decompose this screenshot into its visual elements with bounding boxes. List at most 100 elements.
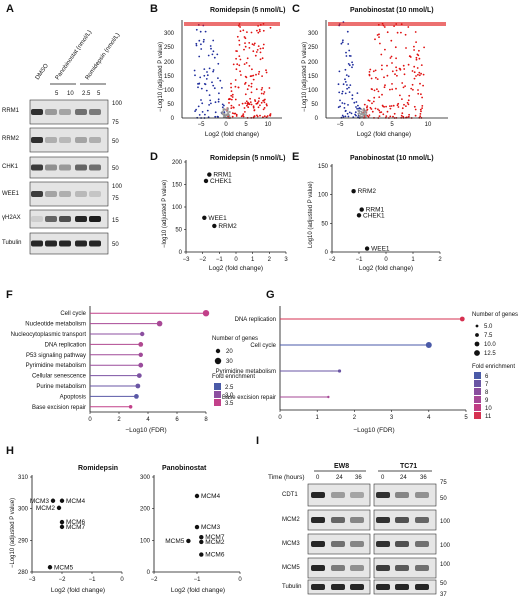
volB-ns-36 [226,114,229,117]
volC-pt-173 [386,110,389,113]
volB-pt-91 [254,99,256,101]
chart-g-legend-size-1: 5.0 [484,324,493,330]
chart-f-legend-size-dot-20 [215,348,221,354]
blot-a-row-gh2ax: γH2AX [2,215,21,221]
volB-pt-200 [242,29,245,32]
volB-ns-24 [223,112,226,115]
volC-pt-100 [348,64,351,67]
volB-pt-176 [256,29,258,32]
volB-pt-72 [239,70,242,73]
volC-pt-234 [414,114,417,117]
blot-i-band-2-3 [376,541,390,547]
volC-pt-126 [378,115,381,117]
chH2-xtick-2: 0 [238,577,242,583]
blot-a-band-0-1 [45,109,57,115]
volC-pt-131 [347,63,350,65]
volB-pt-76 [216,53,219,56]
panel-label-i: I [256,435,259,447]
volC-pt-191 [402,64,405,67]
chart-d-title: Romidepsin (5 nmol/L) [210,155,285,162]
panel-label-e: E [292,151,299,163]
volB-pt-61 [205,78,208,80]
volC-pt-121 [337,83,340,86]
volB-pt-197 [252,105,255,108]
chart-f-legend-color-3: 3.5 [225,401,234,407]
volB-pt-211 [223,111,226,113]
volcano-b-xlabel: Log2 (fold change) [205,131,259,138]
chD-point-label-chek1: CHEK1 [210,178,232,185]
blot-i-marker-37: 37 [440,592,447,598]
chH1-ytick-2: 300 [18,507,29,513]
volC-pt-80 [395,87,397,90]
blot-a-band-3-1 [45,191,57,197]
volcano-c-xlabel: Log2 (fold change) [357,131,411,138]
chE-point-label-rrm2: RRM2 [358,188,377,195]
volB-pt-162 [233,112,236,115]
blot-i-band-4-5 [415,584,429,590]
volC-pt-213 [355,101,358,103]
volB-pt-118 [231,96,234,98]
volB-pt-0 [265,103,268,106]
volC-pt-59 [337,106,340,109]
blot-a-marker-15: 15 [112,218,119,224]
volB-pt-245 [240,74,242,76]
chG-category-2: Pyrimidine metabolism [216,369,276,375]
volB-pt-193 [262,108,265,111]
chF-category-8: Apoptosis [60,394,86,400]
volC-pt-114 [415,41,417,43]
blot-i-band-1-2 [350,517,364,523]
volB-pt-157 [235,113,238,116]
chF-category-7: Purine metabolism [36,384,86,390]
volB-pt-2 [213,56,216,59]
chart-g-legend-size-dot-2 [475,333,479,337]
chH2-xtick-1: −1 [194,577,202,583]
volB-pt-242 [197,86,199,89]
blot-i-band-3-5 [415,565,429,571]
volcano-b-ytick-300: 300 [164,31,175,37]
chH1-point-mcm5 [47,565,53,570]
blot-i-band-2-2 [350,541,364,547]
volB-pt-250 [246,102,249,105]
volC-pt-257 [416,53,419,56]
chH2-ytick-0: 0 [147,570,151,576]
volB-pt-73 [246,31,248,33]
volcano-b-points [184,22,280,119]
volC-ns-7 [358,114,361,117]
volcano-b-ylabel: −Log10 (adjusted P value) [158,42,164,112]
volC-pt-128 [346,112,349,115]
volB-pt-226 [217,116,220,118]
chH2-ytick-3: 300 [140,475,151,481]
volB-pt-17 [217,98,220,101]
chD-point-rrm2 [212,223,217,229]
blot-i-row-tubulin: Tubulin [282,584,301,590]
chF-xtick-4: 8 [204,417,208,423]
blot-i-band-0-4 [395,492,409,498]
blot-a-header-romi: Romidepsin (nmol/L) [85,32,122,81]
volC-pt-134 [349,84,352,86]
volB-pt-15 [259,47,262,50]
chD-point-label-rrm2: RRM2 [218,223,237,230]
blot-a-band-1-2 [59,137,71,143]
chart-h2-xlabel: Log2 (fold change) [171,587,225,594]
blot-i-band-1-1 [331,517,345,523]
chart-g-legend-size-3: 10.0 [484,342,496,348]
blot-a-marker-50b: 50 [112,166,119,172]
chart-f-legend-swatch-2 [214,391,221,398]
volC-pt-43 [368,73,371,76]
chH2-xtick-0: −2 [151,577,159,583]
blot-a-conc-3: 2.5 [82,91,91,97]
volC-pt-66 [338,70,341,73]
volB-pt-207 [262,116,264,118]
volcano-b-ytick-0: 0 [171,116,175,122]
volB-pt-131 [261,75,263,77]
volB-pt-43 [219,79,222,82]
volB-pt-255 [259,104,261,107]
volcano-b-xtick-10: 10 [265,122,272,128]
chH1-point-label-mcm3: MCM3 [30,498,50,505]
volB-pt-140 [232,63,235,66]
volB-pt-254 [249,101,252,103]
volC-pt-240 [419,115,422,118]
volC-pt-154 [417,92,420,95]
volB-pt-190 [263,107,266,109]
chH1-point-label-mcm6: MCM6 [66,519,86,526]
